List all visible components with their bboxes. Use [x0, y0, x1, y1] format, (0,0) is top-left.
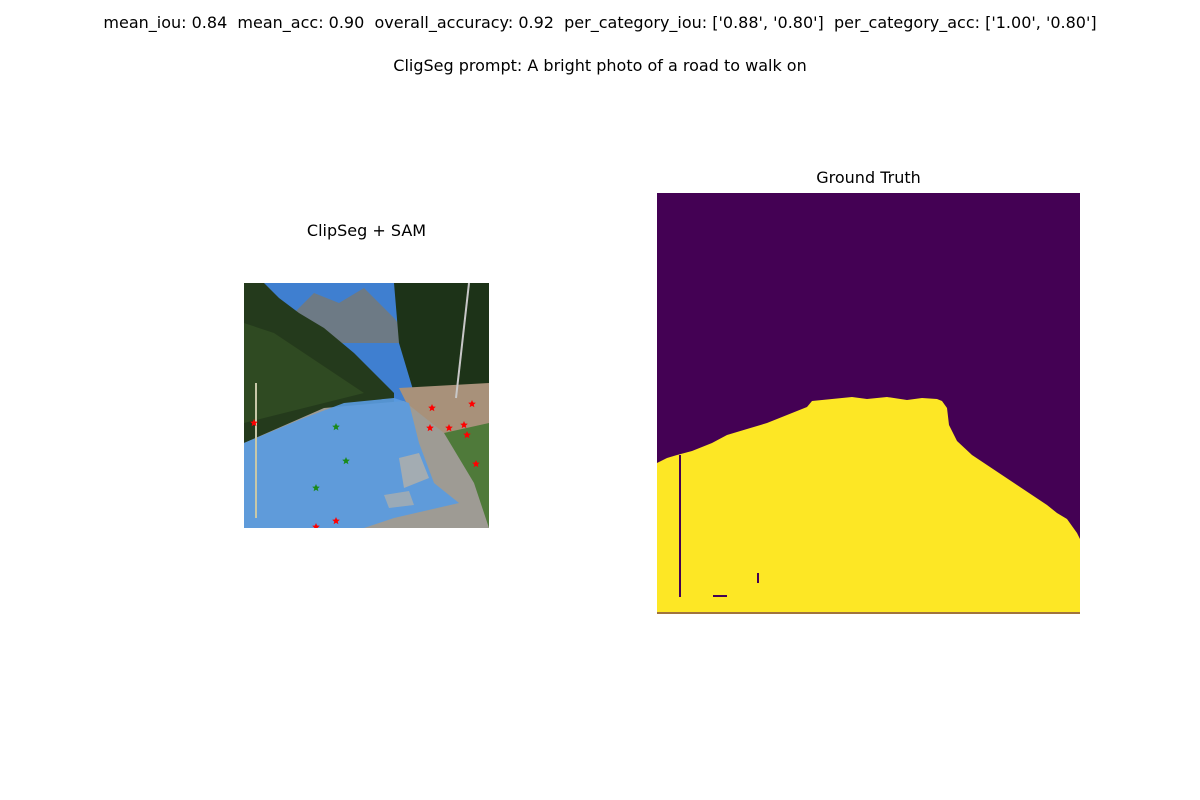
negative-point-marker: [445, 424, 453, 432]
clipseg-sam-image: [244, 283, 489, 528]
negative-point-marker: [332, 517, 340, 525]
negative-point-marker: [460, 421, 468, 429]
positive-point-marker: [332, 423, 340, 431]
positive-point-marker: [312, 484, 320, 492]
ground-truth-title: Ground Truth: [816, 168, 921, 187]
negative-point-marker: [250, 419, 258, 427]
negative-point-marker: [312, 523, 320, 528]
negative-point-marker: [428, 404, 436, 412]
positive-prompt-points: [312, 423, 350, 492]
road-region: [657, 397, 1080, 614]
prompt-title: CligSeg prompt: A bright photo of a road…: [393, 56, 807, 75]
negative-point-marker: [426, 424, 434, 432]
ground-truth-mask: [657, 193, 1080, 614]
negative-point-marker: [472, 460, 480, 468]
metrics-title: mean_iou: 0.84 mean_acc: 0.90 overall_ac…: [103, 13, 1097, 32]
negative-point-marker: [468, 400, 476, 408]
clipseg-sam-title: ClipSeg + SAM: [306, 221, 427, 240]
negative-point-marker: [463, 431, 471, 439]
positive-point-marker: [342, 457, 350, 465]
negative-prompt-points: [250, 400, 480, 528]
